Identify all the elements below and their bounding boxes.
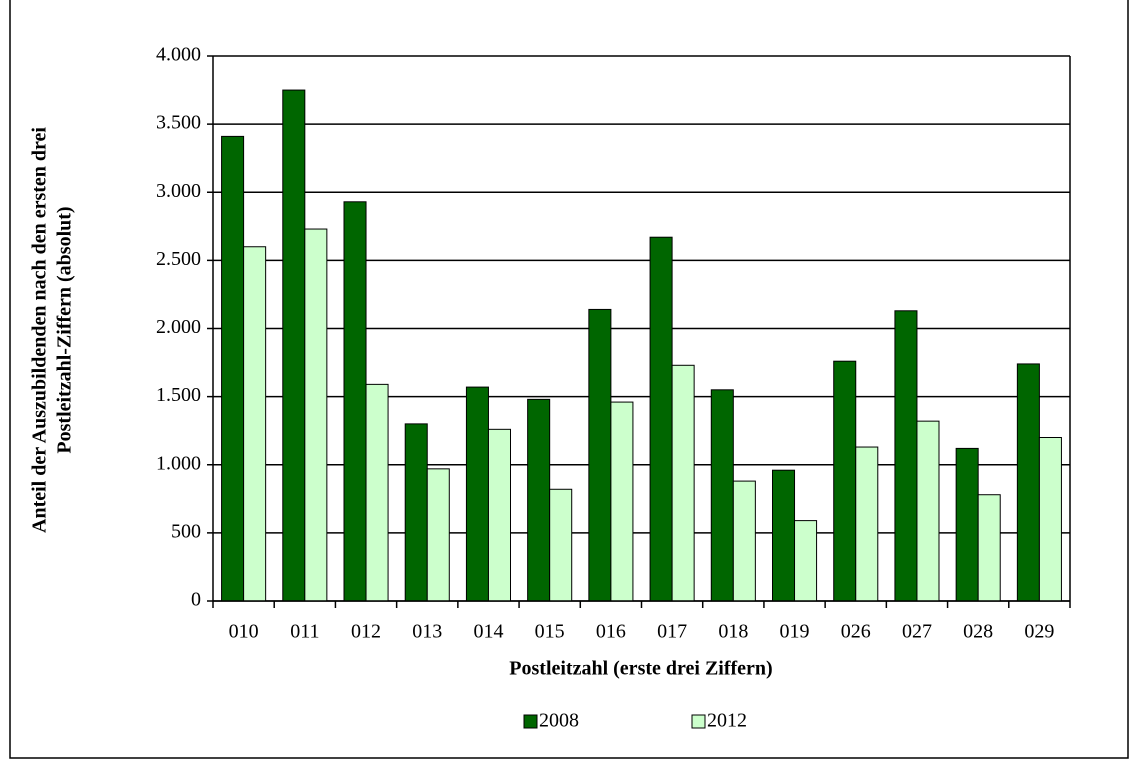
bar (794, 520, 818, 602)
y-tick-label: 4.000 (156, 44, 201, 66)
bar (1038, 437, 1062, 602)
y-tick-label: 1.000 (156, 452, 201, 474)
bar (282, 89, 306, 602)
bar (671, 364, 695, 602)
bar (404, 423, 428, 602)
x-tick-label: 029 (1024, 621, 1054, 643)
x-tick-label: 027 (902, 621, 932, 643)
x-tick-label: 011 (290, 621, 319, 643)
legend-swatch (691, 714, 706, 729)
y-tick-label: 3.500 (156, 112, 201, 134)
bar (855, 446, 879, 602)
y-axis-label: Anteil der Auszubildenden nach den erste… (29, 127, 76, 533)
x-tick-label: 013 (412, 621, 442, 643)
bar (549, 488, 573, 602)
x-tick-label: 019 (780, 621, 810, 643)
bar (833, 360, 857, 602)
bar (588, 308, 612, 602)
y-tick-label: 1.500 (156, 384, 201, 406)
x-tick-label: 028 (963, 621, 993, 643)
legend-label: 2008 (539, 710, 579, 732)
y-axis-label-line: Postleitzahl-Ziffern (absolut) (54, 206, 76, 453)
chart-border (9, 0, 1129, 759)
x-axis-label: Postleitzahl (erste drei Ziffern) (509, 658, 772, 680)
bar (243, 246, 267, 602)
bar (610, 401, 634, 602)
bar (955, 447, 979, 602)
y-tick-label: 2.500 (156, 248, 201, 270)
legend-swatch (523, 714, 538, 729)
y-tick-label: 0 (191, 589, 201, 611)
bar (649, 236, 673, 602)
x-tick-label: 012 (351, 621, 381, 643)
y-tick-label: 2.000 (156, 316, 201, 338)
y-tick-label: 3.000 (156, 180, 201, 202)
bar (977, 494, 1001, 602)
bar (710, 389, 734, 602)
x-tick-label: 026 (841, 621, 871, 643)
bar (304, 228, 328, 602)
x-tick-label: 010 (229, 621, 259, 643)
bar (343, 201, 367, 602)
bar (487, 428, 512, 602)
legend-label: 2012 (707, 710, 747, 732)
bar (221, 135, 245, 602)
x-tick-label: 016 (596, 621, 626, 643)
bar (527, 398, 551, 602)
x-tick-label: 014 (473, 621, 503, 643)
bar (365, 383, 389, 602)
bar (732, 480, 756, 602)
x-tick-label: 015 (535, 621, 565, 643)
bar (916, 420, 940, 602)
y-axis-label-line: Anteil der Auszubildenden nach den erste… (29, 127, 51, 533)
bar (771, 469, 796, 602)
bar (426, 468, 450, 602)
bar (894, 310, 918, 602)
x-tick-label: 018 (718, 621, 748, 643)
bar (465, 386, 489, 602)
bar (1016, 363, 1040, 602)
y-tick-label: 500 (171, 520, 201, 542)
x-tick-label: 017 (657, 621, 687, 643)
